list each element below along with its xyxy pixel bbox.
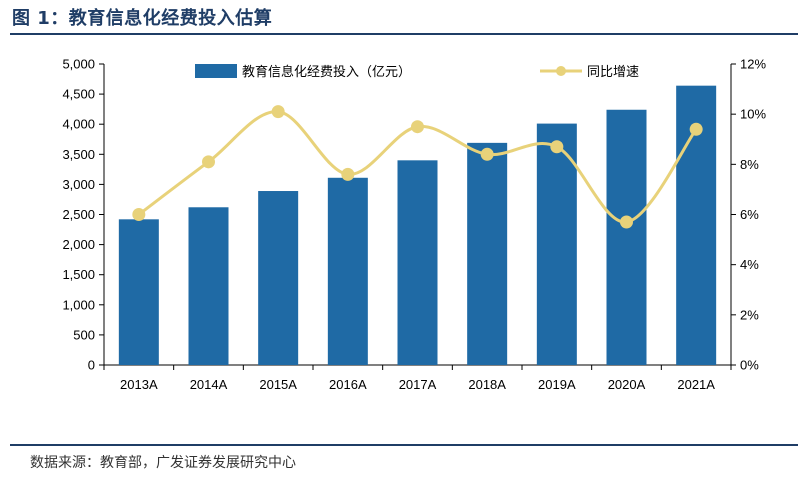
title-rule	[10, 33, 798, 35]
y-right-tick-label: 0%	[740, 358, 759, 373]
y-left-tick-label: 1,500	[62, 267, 95, 282]
y-left-tick-label: 4,500	[62, 87, 95, 102]
growth-point	[341, 167, 355, 181]
legend-line-label: 同比增速	[587, 65, 639, 80]
bar	[606, 109, 647, 365]
growth-point	[132, 208, 146, 221]
growth-point	[480, 147, 494, 161]
bar	[327, 177, 368, 365]
growth-point	[620, 215, 633, 229]
y-left-tick-label: 4,000	[62, 117, 95, 132]
bar	[536, 123, 577, 366]
bar	[118, 219, 159, 365]
y-left-tick-label: 2,500	[62, 207, 95, 222]
x-tick-label: 2020A	[608, 377, 646, 392]
y-left-tick-label: 5,000	[62, 57, 95, 72]
y-left-tick-label: 0	[88, 358, 95, 373]
y-left-tick-label: 3,000	[62, 177, 95, 192]
x-tick-label: 2013A	[120, 377, 158, 392]
y-right-tick-label: 6%	[740, 207, 759, 222]
legend-bar-label: 教育信息化经费投入（亿元）	[242, 64, 411, 80]
y-right-tick-label: 12%	[740, 57, 766, 72]
growth-point	[271, 105, 285, 119]
y-right-tick-label: 2%	[740, 307, 759, 322]
chart: 0 500 1,000 1,500 2,000 2,500 3,000 3,500 4,000 4…	[62, 57, 766, 393]
bar	[467, 142, 508, 365]
growth-point	[202, 155, 215, 169]
x-tick-label: 2017A	[399, 377, 437, 392]
source-rule	[10, 444, 798, 446]
x-tick-label: 2015A	[259, 377, 297, 392]
bar	[397, 160, 438, 365]
y-left-tick-label: 2,000	[62, 237, 95, 252]
growth-point	[550, 140, 564, 154]
y-right-tick-label: 10%	[740, 107, 766, 122]
growth-point	[411, 120, 424, 134]
growth-point	[689, 122, 703, 136]
y-right-tick-label: 8%	[740, 157, 759, 172]
bar	[188, 207, 229, 365]
x-tick-label: 2018A	[468, 377, 506, 392]
x-tick-label: 2021A	[677, 377, 715, 392]
y-left-tick-label: 500	[73, 327, 95, 342]
x-tick-label: 2019A	[538, 377, 576, 392]
y-right-tick-label: 4%	[740, 257, 759, 272]
source-note: 数据来源：教育部，广发证券发展研究中心	[30, 455, 296, 471]
legend-line-marker	[556, 66, 566, 76]
x-tick-label: 2014A	[190, 377, 228, 392]
figure-title: 图 1：教育信息化经费投入估算	[12, 8, 273, 29]
legend-bar-swatch	[195, 64, 237, 78]
bar	[258, 191, 299, 365]
x-tick-label: 2016A	[329, 377, 367, 392]
y-left-tick-label: 3,500	[62, 147, 95, 162]
y-left-tick-label: 1,000	[62, 297, 95, 312]
